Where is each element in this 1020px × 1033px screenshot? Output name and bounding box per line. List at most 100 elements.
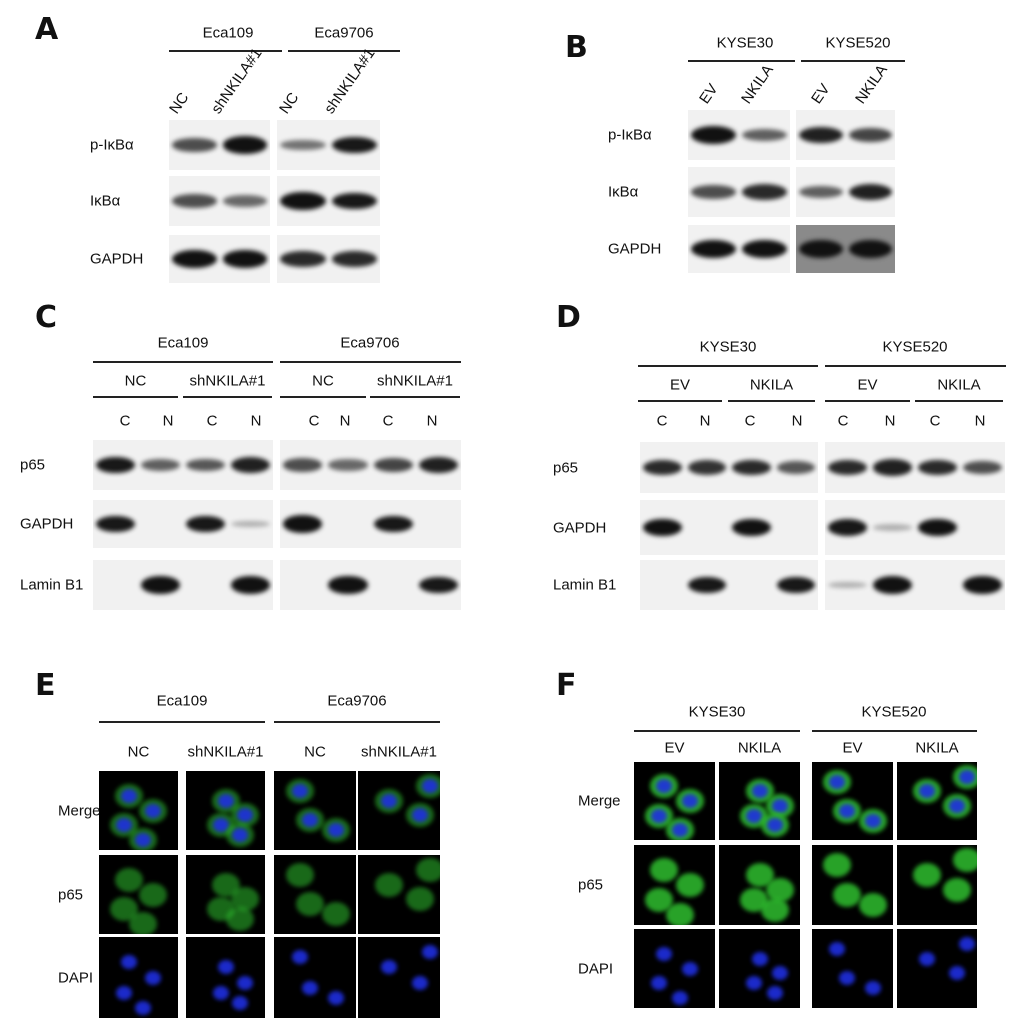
cell-nucleus [864, 981, 881, 996]
protein-band [643, 459, 682, 476]
blot-image [93, 440, 273, 490]
blot-image [280, 560, 461, 610]
row-label: Lamin B1 [20, 576, 84, 594]
cell-nucleus [145, 970, 162, 985]
cell-nucleus [421, 778, 438, 793]
group-label: KYSE520 [882, 338, 948, 356]
group-label: Eca109 [202, 24, 254, 42]
row-label: Merge [58, 802, 101, 819]
row-label: p-IκBα [90, 136, 134, 154]
micrograph-p65 [897, 845, 977, 925]
panel-label: B [565, 30, 588, 65]
micrograph-merge [897, 762, 977, 840]
cell-nucleus [651, 808, 668, 823]
group-label: Eca109 [157, 334, 209, 352]
micrograph-p65 [719, 845, 800, 925]
group-line [825, 365, 1006, 367]
lane-label: N [162, 412, 174, 430]
cell-nucleus [421, 945, 438, 960]
protein-band [231, 520, 270, 528]
micrograph-merge [274, 771, 356, 850]
cell-cytoplasm [833, 883, 862, 907]
cell-nucleus [135, 1000, 152, 1015]
panel-label: F [556, 668, 577, 703]
protein-band [963, 576, 1002, 594]
cell-cytoplasm [953, 848, 977, 872]
cell-cytoplasm [374, 872, 403, 897]
micrograph-merge [634, 762, 715, 840]
cell-nucleus [829, 774, 846, 789]
group-label: KYSE520 [861, 703, 927, 721]
protein-band [373, 458, 413, 472]
lane-label: NKILA [737, 739, 782, 757]
cell-nucleus [301, 813, 318, 828]
protein-band [742, 240, 787, 258]
group-line [688, 60, 795, 62]
cell-cytoplasm [285, 862, 314, 887]
blot-image [277, 235, 380, 283]
cell-nucleus [301, 980, 318, 995]
cell-nucleus [671, 823, 688, 838]
cell-nucleus [217, 960, 234, 975]
cell-nucleus [771, 966, 788, 981]
blot-image [796, 225, 895, 273]
protein-band [918, 459, 957, 476]
protein-band [231, 576, 270, 594]
subgroup-label: shNKILA#1 [189, 372, 266, 390]
micrograph-dapi [99, 937, 178, 1018]
cell-cytoplasm [321, 902, 350, 927]
lane-label: shNKILA#1 [187, 743, 264, 761]
micrograph-p65 [274, 855, 356, 934]
micrograph-dapi [186, 937, 265, 1018]
row-label: GAPDH [90, 250, 144, 268]
cell-nucleus [380, 793, 397, 808]
protein-band [848, 240, 892, 258]
cell-nucleus [232, 828, 249, 843]
protein-band [222, 250, 267, 268]
protein-band [873, 459, 912, 476]
lane-label: C [308, 412, 320, 430]
blot-image [640, 560, 818, 610]
row-label: p-IκBα [608, 126, 652, 144]
cell-nucleus [237, 808, 254, 823]
lane-label: C [744, 412, 756, 430]
cell-cytoplasm [823, 853, 852, 877]
subgroup-line [93, 396, 178, 398]
cell-cytoplasm [943, 878, 971, 902]
lane-label: shNKILA#1 [208, 45, 266, 118]
cell-nucleus [656, 779, 673, 794]
subgroup-line [915, 400, 1003, 402]
blot-image [796, 167, 895, 217]
lane-label: C [119, 412, 131, 430]
row-label: DAPI [578, 960, 614, 977]
protein-band [418, 456, 458, 474]
cell-nucleus [751, 951, 768, 966]
protein-band [328, 576, 368, 594]
row-label: p65 [58, 886, 84, 903]
blot-image [688, 225, 790, 273]
panel-label: A [35, 12, 59, 47]
cell-nucleus [839, 803, 856, 818]
cell-nucleus [681, 794, 698, 808]
protein-band [828, 519, 867, 536]
protein-band [799, 126, 843, 144]
cell-nucleus [766, 986, 783, 1001]
lane-label: N [884, 412, 896, 430]
group-line [93, 361, 273, 363]
cell-cytoplasm [226, 907, 255, 932]
subgroup-line [183, 396, 272, 398]
blot-image [169, 120, 270, 170]
cell-nucleus [115, 818, 132, 833]
group-line [280, 361, 461, 363]
micrograph-dapi [634, 929, 715, 1008]
blot-image [280, 500, 461, 548]
micrograph-p65 [634, 845, 715, 925]
cell-nucleus [217, 793, 234, 808]
cell-nucleus [746, 808, 763, 823]
cell-cytoplasm [139, 882, 168, 907]
cell-nucleus [839, 971, 856, 986]
blot-image [277, 176, 380, 226]
group-line [634, 730, 800, 732]
protein-band [848, 128, 892, 142]
micrograph-dapi [812, 929, 893, 1008]
